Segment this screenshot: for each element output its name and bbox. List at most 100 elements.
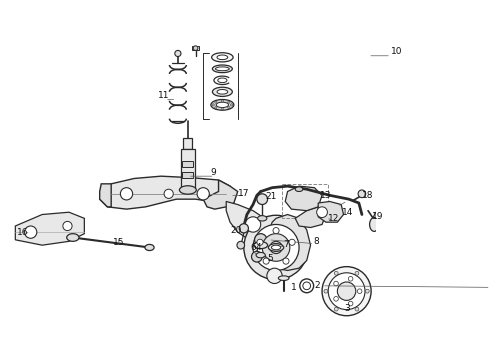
- Circle shape: [334, 297, 338, 301]
- Circle shape: [175, 50, 181, 57]
- Text: 2: 2: [314, 281, 319, 290]
- Ellipse shape: [271, 245, 281, 250]
- Circle shape: [322, 267, 371, 316]
- Polygon shape: [99, 176, 234, 209]
- Circle shape: [244, 215, 308, 280]
- Text: 7: 7: [283, 240, 289, 249]
- Text: 16: 16: [17, 228, 29, 237]
- Text: 3: 3: [344, 304, 350, 313]
- Circle shape: [270, 241, 282, 253]
- Text: 17: 17: [238, 189, 249, 198]
- Ellipse shape: [278, 276, 289, 280]
- Text: 19: 19: [371, 212, 383, 221]
- Circle shape: [267, 268, 282, 284]
- Circle shape: [255, 234, 267, 246]
- Ellipse shape: [216, 67, 229, 71]
- Text: 4: 4: [256, 243, 261, 252]
- Ellipse shape: [145, 244, 154, 251]
- Circle shape: [348, 301, 353, 306]
- Circle shape: [357, 289, 362, 293]
- Circle shape: [221, 108, 223, 110]
- Ellipse shape: [179, 186, 196, 194]
- Text: 10: 10: [391, 48, 402, 57]
- Circle shape: [193, 46, 198, 50]
- Polygon shape: [99, 184, 111, 207]
- Circle shape: [257, 239, 263, 245]
- Ellipse shape: [212, 65, 232, 73]
- Text: 9: 9: [210, 168, 216, 177]
- Circle shape: [230, 104, 233, 106]
- Circle shape: [228, 101, 230, 103]
- Ellipse shape: [256, 252, 265, 258]
- Circle shape: [63, 221, 72, 231]
- Polygon shape: [285, 186, 322, 211]
- Polygon shape: [295, 207, 326, 228]
- Circle shape: [237, 241, 245, 249]
- Circle shape: [283, 258, 289, 264]
- Circle shape: [289, 239, 295, 245]
- Circle shape: [334, 307, 338, 311]
- Circle shape: [24, 226, 37, 238]
- Circle shape: [348, 276, 353, 281]
- Circle shape: [253, 225, 299, 270]
- Circle shape: [228, 107, 230, 109]
- Ellipse shape: [211, 99, 234, 110]
- Polygon shape: [318, 202, 343, 222]
- Text: 15: 15: [113, 238, 124, 247]
- Circle shape: [317, 207, 327, 217]
- Ellipse shape: [269, 244, 284, 251]
- Ellipse shape: [369, 217, 379, 231]
- Circle shape: [212, 104, 214, 106]
- Circle shape: [164, 189, 173, 198]
- Text: 14: 14: [342, 208, 353, 217]
- Circle shape: [273, 228, 279, 234]
- Ellipse shape: [67, 234, 79, 241]
- Polygon shape: [15, 212, 84, 245]
- Ellipse shape: [254, 242, 268, 249]
- Ellipse shape: [212, 87, 232, 96]
- Ellipse shape: [212, 53, 233, 62]
- Circle shape: [257, 194, 268, 204]
- Ellipse shape: [258, 216, 267, 221]
- Circle shape: [328, 273, 365, 310]
- Polygon shape: [267, 215, 311, 270]
- Text: 8: 8: [314, 237, 319, 246]
- Circle shape: [262, 234, 290, 261]
- Text: 20: 20: [230, 226, 242, 235]
- Circle shape: [338, 282, 356, 300]
- Circle shape: [355, 271, 359, 275]
- Text: 1: 1: [291, 283, 296, 292]
- Circle shape: [215, 101, 217, 103]
- Circle shape: [334, 271, 338, 275]
- Circle shape: [215, 107, 217, 109]
- Text: 21: 21: [265, 192, 276, 201]
- Bar: [183, 138, 193, 149]
- Ellipse shape: [217, 55, 228, 60]
- Bar: [192, 46, 199, 50]
- Text: 18: 18: [362, 191, 374, 200]
- Circle shape: [197, 188, 209, 200]
- Circle shape: [355, 307, 359, 311]
- Text: 5: 5: [267, 254, 273, 263]
- Bar: [182, 172, 193, 179]
- Circle shape: [251, 251, 262, 262]
- Circle shape: [245, 217, 261, 232]
- Text: 11: 11: [158, 91, 169, 100]
- Circle shape: [239, 224, 248, 233]
- Circle shape: [358, 190, 366, 198]
- Ellipse shape: [217, 90, 228, 94]
- Circle shape: [324, 289, 328, 293]
- Bar: [282, 184, 328, 218]
- Bar: [182, 161, 193, 167]
- Text: 13: 13: [320, 191, 332, 200]
- Text: 6: 6: [250, 243, 256, 252]
- Circle shape: [366, 289, 369, 293]
- Ellipse shape: [295, 187, 303, 192]
- Circle shape: [263, 258, 269, 264]
- Ellipse shape: [218, 78, 227, 82]
- Circle shape: [121, 188, 133, 200]
- Polygon shape: [226, 202, 269, 241]
- Text: 12: 12: [328, 214, 339, 223]
- Circle shape: [221, 100, 223, 102]
- Bar: [181, 149, 195, 188]
